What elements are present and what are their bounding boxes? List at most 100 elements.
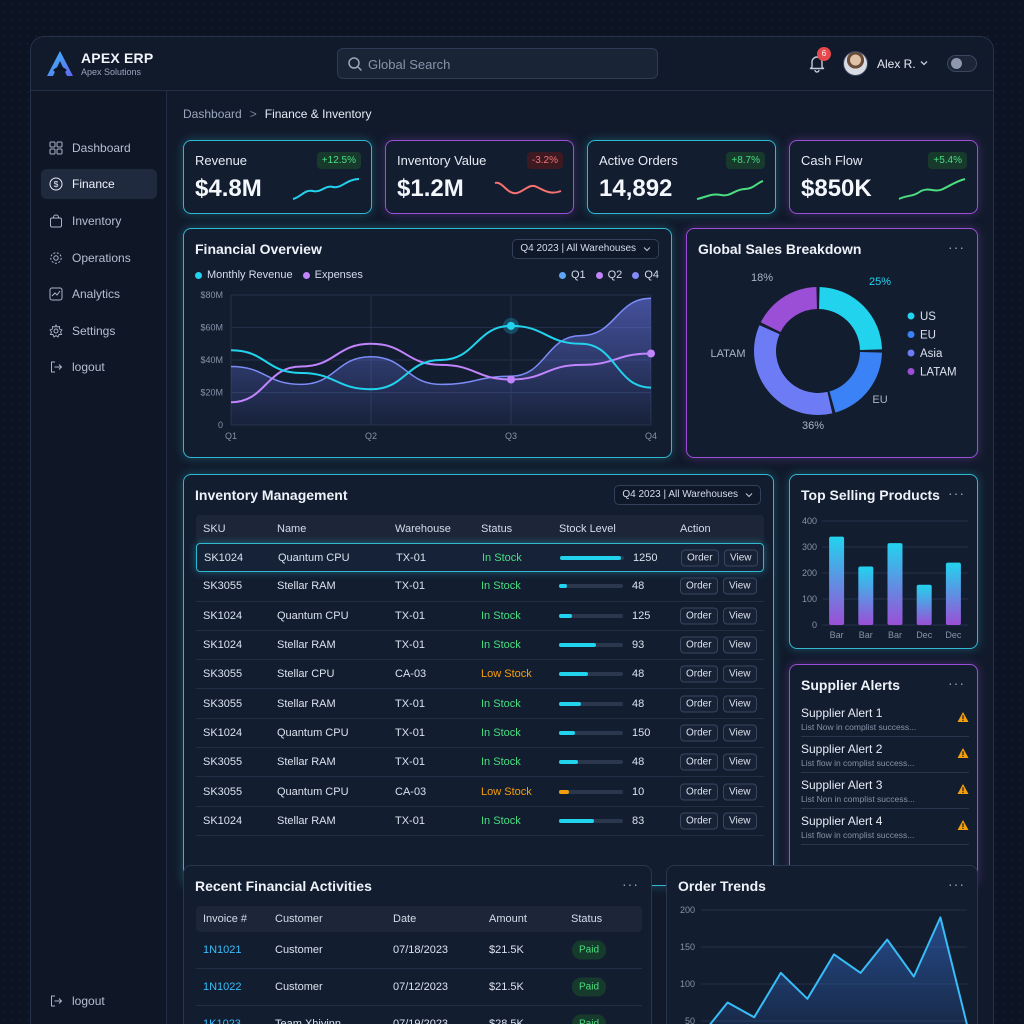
supplier-alert-item[interactable]: Supplier Alert 3 List Non in complist suc… — [801, 775, 969, 809]
column-header[interactable]: Name — [277, 523, 307, 535]
avatar[interactable] — [843, 51, 868, 76]
sidebar-item-logout[interactable]: logout — [41, 352, 157, 382]
column-header[interactable]: Action — [680, 523, 711, 535]
sparkline — [696, 180, 764, 200]
data-point[interactable] — [507, 321, 515, 330]
table-row[interactable]: 1K1023 Team Xhjyinn 07/19/2023 $28.5K Paid — [196, 1006, 642, 1024]
invoice-link[interactable]: 1N1021 — [203, 944, 242, 956]
warehouse-filter-dropdown[interactable]: Q4 2023 | All Warehouses — [512, 239, 659, 259]
bar[interactable] — [829, 536, 845, 625]
order-button[interactable]: Order — [680, 577, 718, 595]
supplier-alert-item[interactable]: Supplier Alert 1 List Now in complist suc… — [801, 703, 969, 737]
pie-slice[interactable] — [829, 352, 882, 413]
more-options-icon[interactable]: ··· — [948, 876, 965, 892]
pie-slice[interactable] — [760, 287, 817, 333]
status-cell: Low Stock — [481, 668, 532, 681]
sidebar-item-label: Dashboard — [72, 141, 131, 155]
table-row[interactable]: SK3055 Stellar RAM TX-01 In Stock 48 Order Vie… — [196, 748, 764, 778]
order-button[interactable]: Order — [680, 665, 718, 683]
view-button[interactable]: View — [724, 549, 758, 567]
kpi-card-cash-flow[interactable]: Cash Flow $850K +5.4% — [789, 140, 978, 214]
sidebar-item-settings[interactable]: Settings — [41, 316, 157, 346]
table-row[interactable]: SK3055 Stellar RAM TX-01 In Stock 48 Order Vie… — [196, 572, 764, 602]
column-header[interactable]: Amount — [489, 913, 527, 925]
table-row[interactable]: SK1024 Stellar RAM TX-01 In Stock 83 Order Vie… — [196, 807, 764, 836]
column-header[interactable]: Invoice # — [203, 913, 248, 925]
breadcrumb-root[interactable]: Dashboard — [183, 107, 242, 121]
order-button[interactable]: Order — [680, 607, 718, 625]
kpi-card-inventory-value[interactable]: Inventory Value $1.2M -3.2% — [385, 140, 574, 214]
view-button[interactable]: View — [723, 695, 757, 713]
search-input[interactable] — [368, 54, 648, 74]
invoice-link[interactable]: 1N1022 — [203, 981, 242, 993]
user-name[interactable]: Alex R. — [877, 57, 916, 71]
order-button[interactable]: Order — [681, 549, 719, 567]
card-title: Top Selling Products — [801, 487, 940, 503]
bar[interactable] — [858, 566, 874, 626]
column-header[interactable]: SKU — [203, 523, 226, 535]
view-button[interactable]: View — [723, 577, 757, 595]
order-button[interactable]: Order — [680, 783, 718, 801]
kpi-label: Active Orders — [599, 153, 678, 168]
column-header[interactable]: Date — [393, 913, 417, 925]
view-button[interactable]: View — [723, 783, 757, 801]
view-button[interactable]: View — [723, 636, 757, 654]
column-header[interactable]: Warehouse — [395, 523, 451, 535]
view-button[interactable]: View — [723, 812, 757, 830]
sidebar-item-dashboard[interactable]: Dashboard — [41, 133, 157, 163]
global-search[interactable] — [337, 48, 658, 79]
sku-cell: SK3055 — [203, 756, 243, 769]
y-tick-label: 100 — [802, 594, 817, 604]
table-row[interactable]: SK3055 Stellar CPU CA-03 Low Stock 48 Order Vi… — [196, 660, 764, 690]
view-button[interactable]: View — [723, 607, 757, 625]
pie-slice[interactable] — [754, 325, 833, 415]
kpi-card-revenue[interactable]: Revenue $4.8M +12.5% — [183, 140, 372, 214]
stock-level-bar — [559, 789, 623, 794]
view-button[interactable]: View — [723, 724, 757, 742]
inventory-filter-dropdown[interactable]: Q4 2023 | All Warehouses — [614, 485, 761, 505]
order-button[interactable]: Order — [680, 812, 718, 830]
column-header[interactable]: Status — [571, 913, 603, 925]
theme-toggle[interactable] — [947, 55, 977, 72]
invoice-link[interactable]: 1K1023 — [203, 1018, 241, 1024]
column-header[interactable]: Stock Level — [559, 523, 616, 535]
order-button[interactable]: Order — [680, 724, 718, 742]
stock-level-fill — [559, 613, 572, 618]
sidebar-item-inventory[interactable]: Inventory — [41, 206, 157, 236]
sidebar-bottom-logout[interactable]: logout — [41, 986, 157, 1016]
table-row[interactable]: SK3055 Quantum CPU CA-03 Low Stock 10 Order Vi… — [196, 777, 764, 807]
chevron-down-icon[interactable] — [919, 58, 929, 68]
bar[interactable] — [945, 562, 961, 625]
supplier-alert-item[interactable]: Supplier Alert 4 List flow in complist su… — [801, 811, 969, 845]
supplier-alert-item[interactable]: Supplier Alert 2 List flow in complist su… — [801, 739, 969, 773]
sidebar-item-finance[interactable]: $ Finance — [41, 169, 157, 199]
order-button[interactable]: Order — [680, 636, 718, 654]
data-point[interactable] — [507, 375, 515, 384]
column-header[interactable]: Customer — [275, 913, 323, 925]
kpi-card-active-orders[interactable]: Active Orders 14,892 +8.7% — [587, 140, 776, 214]
bar[interactable] — [887, 543, 903, 625]
sidebar-item-analytics[interactable]: Analytics — [41, 279, 157, 309]
view-button[interactable]: View — [723, 753, 757, 771]
more-options-icon[interactable]: ··· — [948, 485, 965, 501]
table-row[interactable]: SK3055 Stellar RAM TX-01 In Stock 48 Order Vie… — [196, 689, 764, 719]
bar[interactable] — [916, 584, 932, 625]
table-row[interactable]: 1N1021 Customer 07/18/2023 $21.5K Paid — [196, 932, 642, 969]
table-row[interactable]: 1N1022 Customer 07/12/2023 $21.5K Paid — [196, 969, 642, 1006]
pie-slice[interactable] — [819, 287, 882, 350]
order-button[interactable]: Order — [680, 695, 718, 713]
table-row[interactable]: SK1024 Stellar RAM TX-01 In Stock 93 Order Vie… — [196, 631, 764, 661]
table-row[interactable]: SK1024 Quantum CPU TX-01 In Stock 125 Order Vi… — [196, 602, 764, 631]
sidebar-item-operations[interactable]: Operations — [41, 243, 157, 273]
more-options-icon[interactable]: ··· — [948, 675, 965, 691]
name-cell: Stellar RAM — [277, 639, 336, 652]
more-options-icon[interactable]: ··· — [622, 876, 639, 892]
column-header[interactable]: Status — [481, 523, 513, 535]
data-point[interactable] — [647, 349, 655, 358]
table-row[interactable]: SK1024 Quantum CPU TX-01 In Stock 1250 Order V… — [196, 543, 764, 573]
more-options-icon[interactable]: ··· — [948, 239, 965, 255]
view-button[interactable]: View — [723, 665, 757, 683]
table-row[interactable]: SK1024 Quantum CPU TX-01 In Stock 150 Order Vi… — [196, 719, 764, 749]
order-button[interactable]: Order — [680, 753, 718, 771]
amount-cell: $28.5K — [489, 1018, 524, 1024]
